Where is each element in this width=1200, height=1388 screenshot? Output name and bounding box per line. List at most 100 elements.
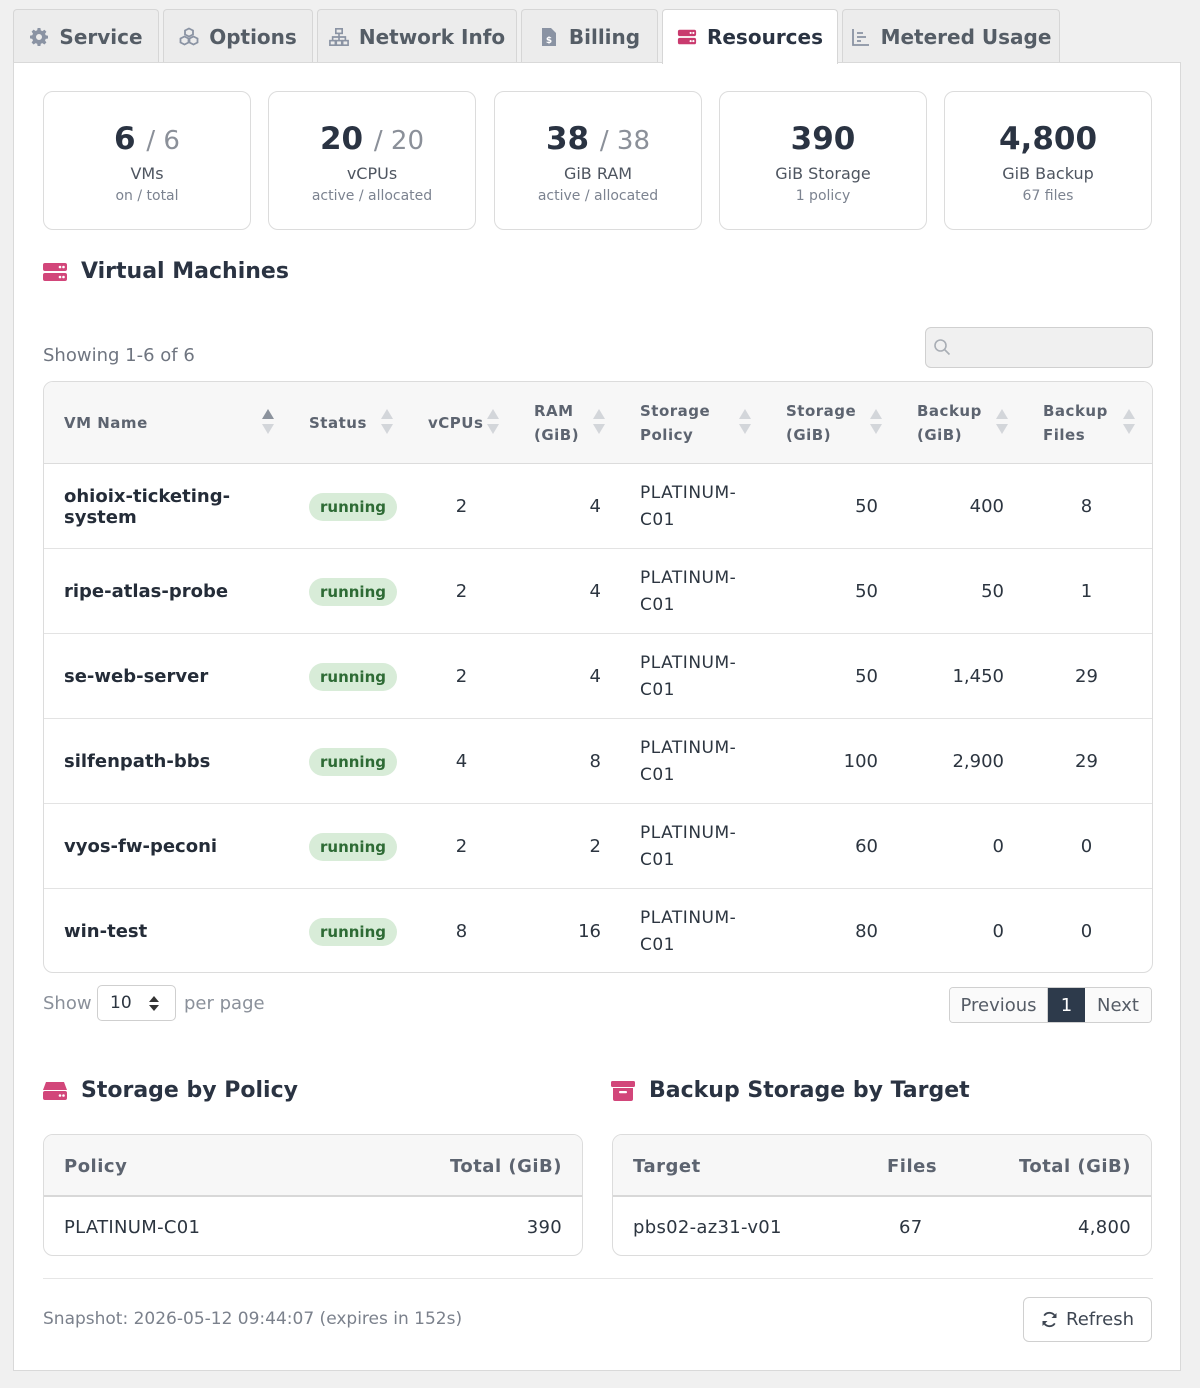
- cell-vm-name: se-web-server: [64, 666, 209, 687]
- cell-storage: 50: [855, 666, 878, 687]
- sort-icon[interactable]: [739, 409, 751, 437]
- refresh-icon: [1042, 1311, 1057, 1328]
- vm-section-title: Virtual Machines: [43, 259, 289, 284]
- cell-backup: 2,900: [952, 751, 1004, 772]
- target-total: 4,800: [1077, 1216, 1131, 1238]
- sort-icon[interactable]: [1123, 409, 1135, 437]
- status-badge: running: [309, 747, 397, 776]
- col-header-storage-policy[interactable]: Storage Policy: [640, 402, 711, 444]
- stat-label: VMs: [130, 164, 164, 183]
- tab-resources[interactable]: Resources: [662, 9, 838, 64]
- cell-storage-policy: PLATINUM- C01: [640, 652, 737, 700]
- cell-vcpus: 2: [455, 581, 468, 602]
- cell-vcpus: 2: [455, 496, 468, 517]
- stat-card-backup: 4,800 GiB Backup 67 files: [944, 91, 1152, 230]
- col-header-policy: Policy: [64, 1155, 128, 1177]
- col-header-files: Files: [887, 1155, 938, 1177]
- cell-storage: 80: [855, 921, 878, 942]
- col-header-storage-gib[interactable]: Storage (GiB): [786, 402, 857, 444]
- stat-card-ram: 38 / 38 GiB RAM active / allocated: [494, 91, 702, 230]
- cell-storage: 50: [855, 581, 878, 602]
- col-header-backup-gib[interactable]: Backup (GiB): [917, 402, 982, 444]
- chart-icon: [851, 27, 871, 47]
- cell-status: running: [309, 549, 409, 634]
- cell-storage: 60: [855, 836, 878, 857]
- per-page-select[interactable]: 10: [97, 985, 176, 1021]
- table-row[interactable]: se-web-server running 2 4 PLATINUM- C01 50 1,45…: [44, 634, 1152, 719]
- table-row[interactable]: silfenpath-bbs running 4 8 PLATINUM- C01 100 2,…: [44, 719, 1152, 804]
- tab-service[interactable]: Service: [13, 9, 159, 63]
- policy-total: 390: [526, 1216, 562, 1238]
- table-row[interactable]: vyos-fw-peconi running 2 2 PLATINUM- C01 60 0 0: [44, 804, 1152, 889]
- cell-status: running: [309, 719, 409, 804]
- server-icon: [677, 27, 697, 47]
- tab-network-info[interactable]: Network Info: [317, 9, 517, 63]
- cell-backup: 50: [981, 581, 1004, 602]
- per-page-value: 10: [110, 993, 132, 1013]
- next-page-button[interactable]: Next: [1085, 988, 1151, 1022]
- col-header-ram[interactable]: RAM (GiB): [534, 402, 580, 444]
- tab-options[interactable]: Options: [163, 9, 313, 63]
- sort-icon[interactable]: [262, 409, 274, 437]
- sort-icon[interactable]: [996, 409, 1008, 437]
- col-header-total: Total (GiB): [1018, 1155, 1131, 1177]
- cell-backup: 0: [992, 921, 1004, 942]
- policy-name: PLATINUM-C01: [64, 1216, 201, 1238]
- tab-metered-usage-label: Metered Usage: [880, 24, 1052, 49]
- search-input[interactable]: [956, 328, 1146, 367]
- show-label: Show: [43, 993, 92, 1014]
- table-row[interactable]: win-test running 8 16 PLATINUM- C01 80 0 0: [44, 889, 1152, 972]
- col-header-backup-files[interactable]: Backup Files: [1043, 402, 1108, 444]
- tab-billing-label: Billing: [568, 24, 641, 49]
- refresh-label: Refresh: [1066, 1309, 1134, 1330]
- cell-ram: 4: [589, 581, 601, 602]
- tab-billing[interactable]: $ Billing: [521, 9, 658, 63]
- col-header-vcpus[interactable]: vCPUs: [428, 414, 484, 432]
- sort-icon[interactable]: [870, 409, 882, 437]
- footer-divider: [43, 1278, 1153, 1279]
- cell-vm-name: ripe-atlas-probe: [64, 581, 229, 602]
- cell-vcpus: 8: [455, 921, 468, 942]
- table-row[interactable]: ohioix-ticketing-system running 2 4 PLATINUM…: [44, 464, 1152, 549]
- cell-storage: 100: [843, 751, 878, 772]
- tab-metered-usage[interactable]: Metered Usage: [842, 9, 1060, 63]
- col-header-vm-name[interactable]: VM Name: [64, 414, 148, 432]
- cell-status: running: [309, 464, 409, 549]
- cell-status: running: [309, 889, 409, 972]
- cell-vm-name: ohioix-ticketing-system: [64, 485, 231, 528]
- table-header: Policy Total (GiB): [44, 1135, 582, 1197]
- sort-icon[interactable]: [593, 409, 605, 437]
- snapshot-text: Snapshot: 2026-05-12 09:44:07 (expires i…: [43, 1309, 463, 1329]
- tab-bar: Service Options Network Info $ Billing R…: [13, 9, 1064, 64]
- refresh-button[interactable]: Refresh: [1023, 1297, 1152, 1342]
- col-header-status[interactable]: Status: [309, 414, 367, 432]
- tab-service-label: Service: [59, 24, 143, 49]
- svg-text:$: $: [546, 36, 552, 46]
- cell-storage-policy: PLATINUM- C01: [640, 822, 737, 870]
- backup-target-title: Backup Storage by Target: [611, 1078, 970, 1103]
- gear-icon: [29, 27, 49, 47]
- stat-sublabel: 67 files: [1022, 188, 1074, 204]
- stat-label: vCPUs: [346, 164, 398, 183]
- sort-icon[interactable]: [381, 409, 393, 437]
- backup-target-title-text: Backup Storage by Target: [649, 1078, 970, 1103]
- vm-search: [925, 327, 1153, 368]
- table-header: Target Files Total (GiB): [613, 1135, 1151, 1197]
- target-files: 67: [899, 1216, 923, 1238]
- cell-ram: 2: [589, 836, 601, 857]
- cell-storage-policy: PLATINUM- C01: [640, 482, 737, 530]
- cell-ram: 4: [589, 496, 601, 517]
- cell-storage-policy: PLATINUM- C01: [640, 907, 737, 955]
- previous-page-button[interactable]: Previous: [950, 988, 1048, 1022]
- page-1-button[interactable]: 1: [1048, 988, 1085, 1022]
- status-badge: running: [309, 917, 397, 946]
- cell-storage: 50: [855, 496, 878, 517]
- stat-sublabel: active / allocated: [311, 188, 433, 204]
- storage-policy-title: Storage by Policy: [43, 1078, 298, 1103]
- vm-table: VM Name Status vCPUs RAM (GiB) Storage Pol…: [43, 381, 1153, 973]
- tab-network-info-label: Network Info: [358, 24, 506, 49]
- tab-resources-label: Resources: [706, 25, 824, 49]
- sort-icon[interactable]: [487, 409, 499, 437]
- table-row[interactable]: ripe-atlas-probe running 2 4 PLATINUM- C01 50 5…: [44, 549, 1152, 634]
- search-icon: [934, 339, 951, 356]
